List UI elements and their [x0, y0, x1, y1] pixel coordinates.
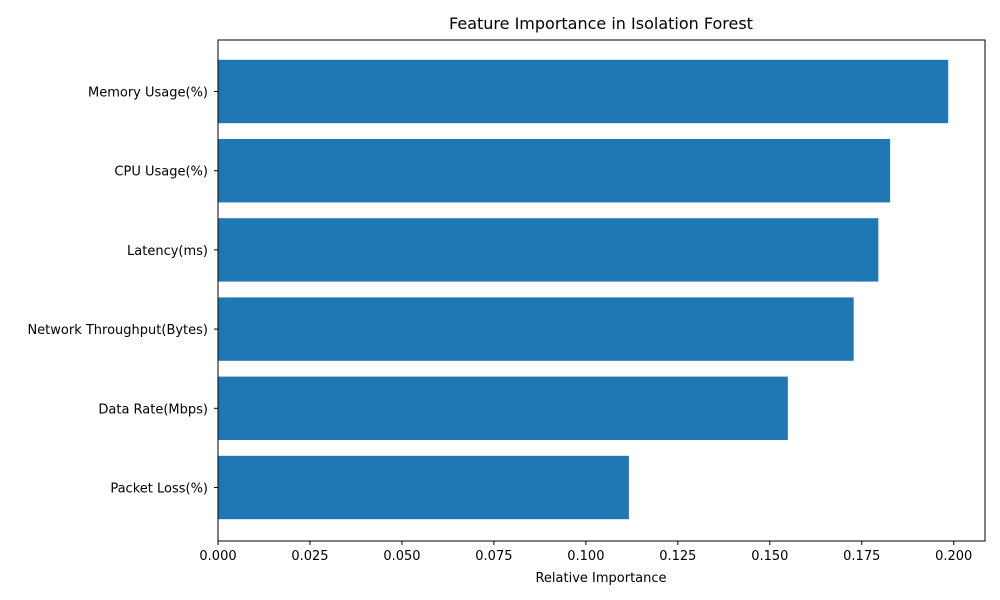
- bar-network-throughput-bytes: [218, 297, 854, 361]
- bar-packet-loss: [218, 455, 629, 520]
- x-tick-label: 0.175: [843, 549, 880, 564]
- y-axis-ticks: Memory Usage(%) CPU Usage(%) Latency(ms) Ne…: [27, 86, 218, 497]
- y-tick-label: Network Throughput(Bytes): [27, 323, 208, 338]
- y-tick-label: Latency(ms): [127, 244, 208, 259]
- x-tick-label: 0.075: [475, 549, 512, 564]
- x-tick-label: 0.150: [751, 549, 788, 564]
- x-tick-label: 0.200: [935, 549, 972, 564]
- x-axis-ticks: 0.000 0.025 0.050 0.075 0.100 0.125 0.150 0.175…: [199, 541, 972, 564]
- y-tick-label: CPU Usage(%): [114, 165, 208, 180]
- x-tick-label: 0.100: [567, 549, 604, 564]
- bar-cpu-usage: [218, 139, 891, 203]
- bar-memory-usage: [218, 59, 949, 124]
- x-axis-label: Relative Importance: [535, 571, 666, 586]
- bar-data-rate-mbps: [218, 376, 788, 440]
- x-tick-label: 0.050: [383, 549, 420, 564]
- bars-group: [218, 59, 949, 520]
- plot-frame: [217, 39, 986, 542]
- y-tick-label: Data Rate(Mbps): [98, 402, 208, 417]
- x-tick-label: 0.025: [291, 549, 328, 564]
- y-tick-label: Memory Usage(%): [88, 86, 208, 101]
- x-tick-label: 0.000: [199, 549, 236, 564]
- y-tick-label: Packet Loss(%): [110, 482, 208, 497]
- chart-title: Feature Importance in Isolation Forest: [449, 14, 753, 33]
- x-tick-label: 0.125: [659, 549, 696, 564]
- bar-latency-ms: [218, 218, 879, 282]
